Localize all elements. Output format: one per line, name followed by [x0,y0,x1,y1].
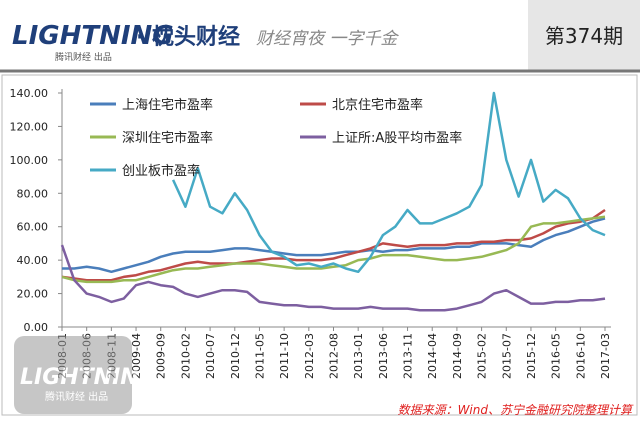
x-tick-label: 2016-05 [550,333,563,379]
x-tick-label: 2015-07 [500,333,513,379]
y-tick-label: 60.00 [17,221,49,234]
x-tick-label: 2009-09 [155,333,168,379]
y-tick-label: 120.00 [10,120,49,133]
slogan: 财经宵夜 一字千金 [256,29,399,49]
series-line [61,215,606,284]
y-tick-label: 20.00 [17,288,49,301]
watermark-logo: LIGHTNING [20,365,157,390]
y-tick-label: 80.00 [17,187,49,200]
x-tick-label: 2012-08 [328,333,341,379]
logo: LIGHTNING [12,21,174,51]
x-tick-label: 2015-12 [525,333,538,379]
x-tick-label: 2010-07 [204,333,217,379]
y-tick-label: 0.00 [24,321,49,334]
legend-label: 上证所:A股平均市盈率 [332,130,462,146]
source-note: 数据来源：Wind、苏宁金融研究院整理计算 [398,403,634,417]
series-line [60,244,606,312]
x-tick-label: 2012-03 [303,333,316,379]
x-tick-label: 2011-10 [278,333,291,379]
x-tick-label: 2013-01 [352,333,365,379]
y-tick-label: 140.00 [10,87,49,100]
watermark-bg [14,336,132,414]
x-tick-label: 2013-06 [377,333,390,379]
watermark-sub: 腾讯财经 出品 [45,390,108,403]
issue-bg [528,0,640,70]
legend-label: 上海住宅市盈率 [122,97,213,113]
x-tick-label: 2017-03 [599,333,612,379]
x-tick-label: 2009-04 [130,333,143,379]
issue: 第374期 [545,24,623,48]
logo-sub: 腾讯财经 出品 [55,51,112,63]
series-line [61,208,606,282]
x-tick-label: 2014-04 [426,333,439,379]
y-tick-label: 40.00 [17,254,49,267]
x-tick-label: 2010-02 [179,333,192,379]
x-tick-label: 2015-02 [476,333,489,379]
x-tick-label: 2010-12 [229,333,242,379]
brand: · 枕头财经 [136,24,240,50]
legend-label: 深圳住宅市盈率 [122,130,213,146]
x-tick-label: 2014-09 [451,333,464,379]
series-line [171,91,606,274]
x-tick-label: 2016-10 [574,333,587,379]
x-tick-label: 2011-05 [253,333,266,379]
legend-label: 北京住宅市盈率 [332,97,423,113]
watermark: LIGHTNING 腾讯财经 出品 [14,336,157,414]
legend-label: 创业板市盈率 [122,163,200,179]
x-tick-label: 2013-11 [402,333,415,379]
y-tick-label: 100.00 [10,154,49,167]
